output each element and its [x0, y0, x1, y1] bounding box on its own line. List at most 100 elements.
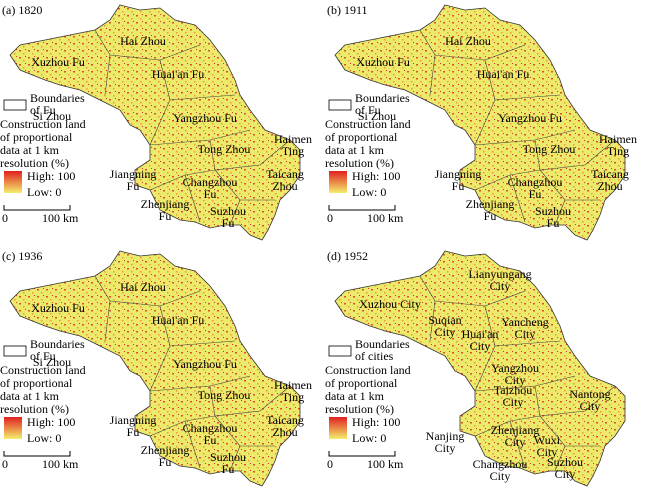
scale-label: 100 km	[367, 457, 404, 471]
region-label: Zhenjiang	[141, 443, 190, 457]
region-label: Xuzhou Fu	[356, 55, 410, 69]
scale-label: 0	[327, 211, 333, 225]
region-label: Jiangning	[110, 413, 157, 427]
region-label: Zhou	[597, 179, 622, 193]
scale-bar	[328, 205, 396, 211]
region-label: Jiangning	[435, 167, 482, 181]
region-label: Lianyungang	[468, 267, 531, 281]
legend-boundary-swatch	[328, 99, 352, 111]
region-label: Yancheng	[501, 315, 548, 329]
legend-boundary-swatch	[328, 345, 352, 357]
scale-label: 0	[2, 457, 8, 471]
legend-title: of proportional	[325, 376, 398, 390]
scale-label: 100 km	[42, 457, 79, 471]
region-label: Taicang	[266, 167, 304, 181]
scale-label: 0	[327, 457, 333, 471]
region-label: Suzhou	[210, 204, 246, 218]
legend-boundary-text: of cities	[355, 349, 394, 363]
region-label: Si Zhou	[33, 109, 71, 123]
region-label: Zhou	[272, 425, 297, 439]
region-label: Xuzhou Fu	[31, 301, 85, 315]
region-label: Huai'an	[462, 327, 499, 341]
legend-title: of proportional	[325, 130, 398, 144]
scale-label: 100 km	[42, 211, 79, 225]
region-label: Haimen	[274, 378, 312, 392]
region-label: Tong Zhou	[198, 142, 251, 156]
legend-title: Construction land	[0, 117, 86, 131]
legend-low: Low: 0	[352, 431, 386, 445]
region-label: Si Zhou	[33, 355, 71, 369]
legend-boundary-text: Boundaries	[355, 91, 410, 105]
region-label: Zhenjiang	[466, 197, 515, 211]
legend-title: resolution (%)	[325, 402, 394, 416]
legend-ramp	[329, 417, 347, 439]
legend-title: data at 1 km	[325, 143, 385, 157]
region-label: Yangzhou Fu	[498, 111, 562, 125]
region-label: Fu	[204, 433, 217, 447]
region-boundary	[554, 199, 566, 226]
legend-boundary-text: of Fu	[30, 349, 56, 363]
region-label: Nantong	[569, 387, 610, 401]
map-panel: (b) 1911 Hai Zhou Xuzhou Fu Huai'an Fu Si Zh…	[325, 3, 637, 241]
region-boundary	[509, 174, 526, 223]
panel-label: (b) 1911	[327, 3, 368, 17]
legend-title: of proportional	[0, 130, 73, 144]
legend-boundary-text: of Fu	[30, 103, 56, 117]
legend-low: Low: 0	[27, 185, 61, 199]
legend-title: Construction land	[325, 117, 411, 131]
region-boundary	[494, 340, 561, 347]
region-label: City	[435, 325, 456, 339]
region-label: Yangzhou	[491, 361, 539, 375]
region-label: Yangzhou Fu	[173, 357, 237, 371]
scale-label: 0	[2, 211, 8, 225]
legend-title: resolution (%)	[325, 156, 394, 170]
region-label: Xuzhou Fu	[31, 55, 85, 69]
region-label: Huai'an Fu	[152, 67, 205, 81]
region-boundary	[494, 94, 561, 101]
region-boundary	[209, 139, 291, 171]
region-label: City	[503, 395, 524, 409]
region-label: Changzhou	[183, 421, 238, 435]
scale-bar	[3, 205, 71, 211]
region-label: City	[490, 279, 511, 293]
region-label: Taizhou	[494, 383, 532, 397]
region-label: Fu	[127, 425, 140, 439]
region-label: Suzhou	[535, 204, 571, 218]
region-label: Fu	[127, 179, 140, 193]
region-label: Ting	[282, 144, 304, 158]
legend-title: resolution (%)	[0, 156, 69, 170]
legend-title: Construction land	[0, 363, 86, 377]
region-label: Suzhou	[547, 455, 583, 469]
region-label: Fu	[222, 462, 235, 476]
region-label: Fu	[529, 187, 542, 201]
region-label: Fu	[452, 179, 465, 193]
region-label: Jiangning	[110, 167, 157, 181]
legend-boundary-text: Boundaries	[30, 91, 85, 105]
map-panel: (a) 1820 Hai Zhou Xuzhou Fu Huai'an Fu Si Zh…	[0, 3, 312, 241]
region-label: Zhenjiang	[141, 197, 190, 211]
legend-boundary-swatch	[3, 345, 27, 357]
region-boundary	[184, 420, 201, 469]
region-label: City	[505, 373, 526, 387]
province-area	[334, 250, 626, 487]
region-label: City	[537, 445, 558, 459]
legend-ramp	[4, 417, 22, 439]
scale-bar	[328, 451, 396, 457]
legend-low: Low: 0	[352, 185, 386, 199]
region-label: Fu	[159, 455, 172, 469]
region-label: Zhou	[272, 179, 297, 193]
legend-title: data at 1 km	[0, 143, 60, 157]
region-label: Haimen	[274, 132, 312, 146]
region-label: City	[505, 435, 526, 449]
region-label: Haimen	[599, 132, 637, 146]
region-label: City	[580, 399, 601, 413]
region-label: Taicang	[266, 413, 304, 427]
region-label: Huai'an Fu	[152, 313, 205, 327]
region-boundary	[229, 445, 241, 472]
region-label: Si Zhou	[358, 109, 396, 123]
region-label: Changzhou	[183, 175, 238, 189]
legend-title: of proportional	[0, 376, 73, 390]
legend-boundary-text: Boundaries	[355, 337, 410, 351]
